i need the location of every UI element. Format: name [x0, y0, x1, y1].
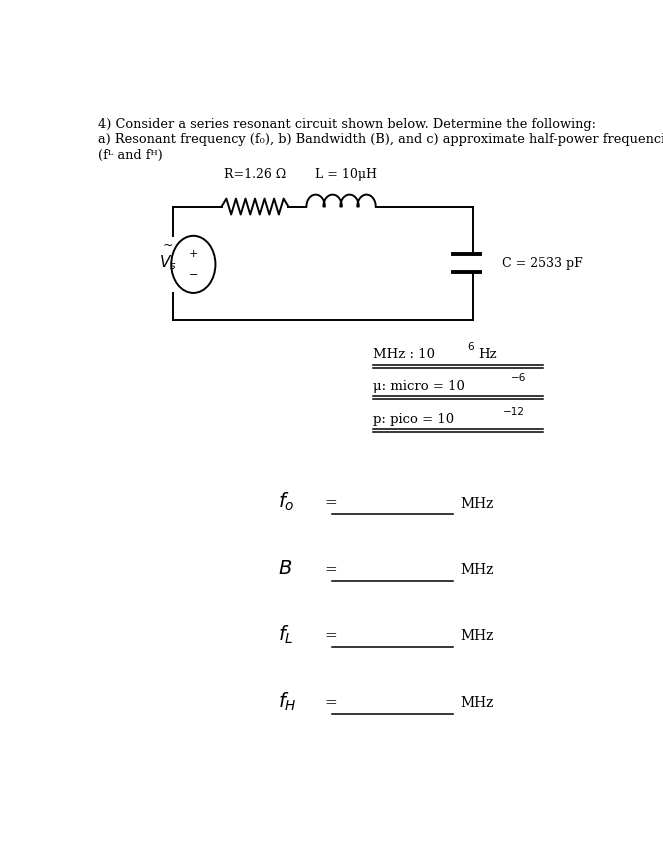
Text: $\mathit{f}_{o}$: $\mathit{f}_{o}$: [278, 491, 295, 513]
Text: =: =: [324, 563, 337, 577]
Text: (fᴸ and fᴴ): (fᴸ and fᴴ): [98, 148, 163, 161]
Text: MHz: MHz: [461, 696, 494, 710]
Text: MHz: MHz: [461, 563, 494, 577]
Text: =: =: [324, 696, 337, 710]
Text: MHz: MHz: [461, 629, 494, 644]
Text: $\mathit{V}_s$: $\mathit{V}_s$: [158, 253, 176, 272]
Text: μ: micro = 10: μ: micro = 10: [373, 380, 465, 393]
Text: =: =: [324, 629, 337, 644]
Text: 4) Consider a series resonant circuit shown below. Determine the following:: 4) Consider a series resonant circuit sh…: [98, 118, 596, 131]
Text: $\mathit{B}$: $\mathit{B}$: [278, 560, 292, 577]
Text: C = 2533 pF: C = 2533 pF: [502, 256, 582, 269]
Text: R=1.26 Ω: R=1.26 Ω: [224, 168, 286, 181]
Text: −12: −12: [503, 406, 524, 417]
Text: a) Resonant frequency (f₀), b) Bandwidth (B), and c) approximate half-power freq: a) Resonant frequency (f₀), b) Bandwidth…: [98, 134, 663, 147]
Text: p: pico = 10: p: pico = 10: [373, 413, 454, 425]
Text: L = 10μH: L = 10μH: [315, 168, 377, 181]
Text: $\mathit{f}_{L}$: $\mathit{f}_{L}$: [278, 624, 294, 646]
Text: −: −: [189, 270, 198, 280]
Text: 6: 6: [467, 342, 474, 352]
Text: −6: −6: [511, 374, 526, 383]
Text: ~: ~: [162, 239, 173, 252]
Text: =: =: [324, 496, 337, 511]
Text: MHz : 10: MHz : 10: [373, 349, 435, 362]
Text: Hz: Hz: [479, 349, 497, 362]
Text: +: +: [189, 249, 198, 259]
Text: $\mathit{f}_{H}$: $\mathit{f}_{H}$: [278, 690, 297, 713]
Text: MHz: MHz: [461, 496, 494, 511]
